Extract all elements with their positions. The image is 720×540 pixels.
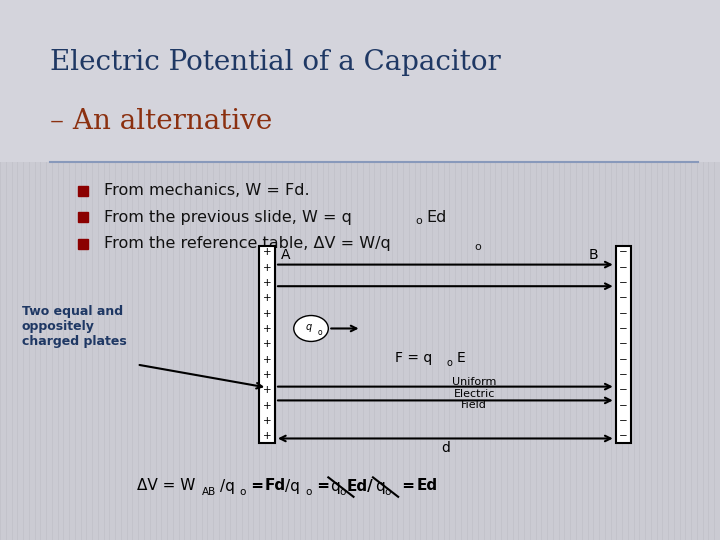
Text: Ed: Ed — [417, 478, 438, 494]
Text: o: o — [305, 488, 312, 497]
Text: /q: /q — [220, 478, 235, 494]
Text: +: + — [263, 355, 271, 365]
Text: +: + — [263, 278, 271, 288]
Text: +: + — [263, 339, 271, 349]
Text: AB: AB — [202, 488, 216, 497]
Text: Uniform
Electric
Field: Uniform Electric Field — [452, 377, 496, 410]
Text: =: = — [397, 478, 420, 494]
Text: +: + — [263, 385, 271, 395]
Text: +: + — [263, 308, 271, 319]
Text: −: − — [619, 370, 628, 380]
Text: +: + — [263, 431, 271, 441]
Text: −: − — [619, 431, 628, 441]
Text: −: − — [619, 416, 628, 426]
Text: From mechanics, W = Fd.: From mechanics, W = Fd. — [104, 183, 310, 198]
Text: Two equal and
oppositely
charged plates: Two equal and oppositely charged plates — [22, 305, 126, 348]
Text: +: + — [263, 416, 271, 426]
Text: −: − — [619, 308, 628, 319]
Text: q: q — [306, 322, 312, 333]
Text: Ed/: Ed/ — [346, 478, 373, 494]
Text: −: − — [619, 401, 628, 410]
Text: From the previous slide, W = q: From the previous slide, W = q — [104, 210, 352, 225]
Text: −: − — [619, 247, 628, 257]
Bar — [616, 246, 631, 443]
Text: From the reference table, ΔV = W/q: From the reference table, ΔV = W/q — [104, 236, 391, 251]
Text: −: − — [619, 262, 628, 273]
Text: +: + — [263, 401, 271, 410]
Text: o: o — [446, 358, 453, 368]
Text: o: o — [384, 488, 391, 497]
Text: Electric Potential of a Capacitor: Electric Potential of a Capacitor — [50, 49, 501, 76]
Text: +: + — [263, 324, 271, 334]
Text: /q: /q — [285, 478, 300, 494]
Text: +: + — [263, 293, 271, 303]
Text: =: = — [246, 478, 269, 494]
Text: q: q — [330, 478, 341, 494]
Text: +: + — [263, 262, 271, 273]
Text: o: o — [240, 488, 246, 497]
Text: −: − — [619, 324, 628, 334]
Text: o: o — [318, 328, 322, 337]
Text: +: + — [263, 247, 271, 257]
Text: Fd: Fd — [265, 478, 286, 494]
Text: ΔV = W: ΔV = W — [137, 478, 195, 494]
Text: =: = — [312, 478, 335, 494]
Text: −: − — [619, 293, 628, 303]
Circle shape — [294, 315, 328, 341]
Text: −: − — [619, 355, 628, 365]
Text: o: o — [340, 488, 346, 497]
Text: E: E — [456, 351, 466, 365]
Text: B: B — [588, 248, 598, 262]
Text: F = q: F = q — [395, 351, 432, 365]
Text: +: + — [263, 370, 271, 380]
Text: A: A — [281, 248, 290, 262]
Text: −: − — [619, 278, 628, 288]
Text: q: q — [375, 478, 385, 494]
Text: −: − — [619, 339, 628, 349]
Text: – An alternative: – An alternative — [50, 108, 273, 135]
Text: Ed: Ed — [426, 210, 446, 225]
Text: o: o — [415, 216, 422, 226]
Bar — [259, 246, 275, 443]
Text: o: o — [474, 242, 481, 252]
Text: d: d — [441, 441, 450, 455]
Bar — [0, 0, 720, 162]
Text: −: − — [619, 385, 628, 395]
